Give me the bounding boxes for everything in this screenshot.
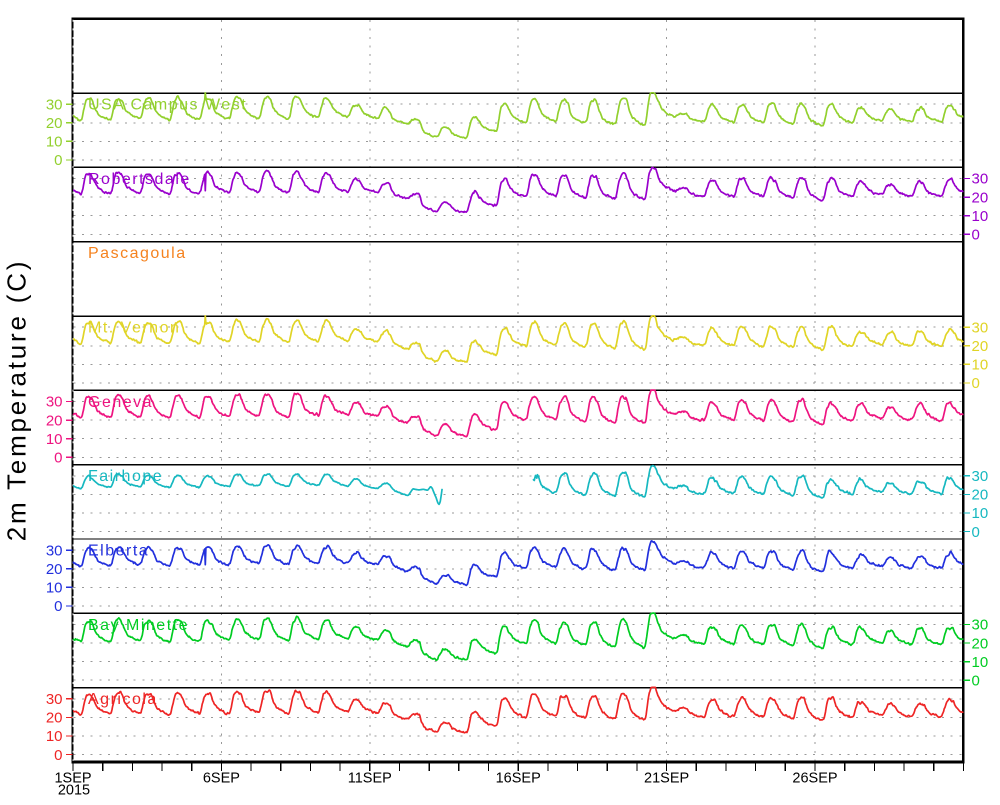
svg-text:30: 30: [972, 468, 989, 485]
svg-text:30: 30: [972, 171, 989, 188]
svg-text:10: 10: [46, 134, 63, 151]
svg-text:30: 30: [46, 394, 63, 411]
svg-text:20: 20: [46, 561, 63, 578]
svg-text:0: 0: [54, 450, 62, 467]
svg-text:20: 20: [972, 635, 989, 652]
svg-text:0: 0: [972, 672, 980, 689]
svg-text:USA Campus West: USA Campus West: [88, 97, 247, 114]
svg-text:30: 30: [46, 542, 63, 559]
svg-text:Mt. Vernon: Mt. Vernon: [88, 320, 180, 337]
svg-text:Geneva: Geneva: [88, 394, 153, 411]
svg-text:10: 10: [972, 208, 989, 225]
svg-text:20: 20: [972, 338, 989, 355]
svg-text:0: 0: [972, 227, 980, 244]
svg-text:Elberta: Elberta: [88, 543, 149, 560]
svg-text:0: 0: [972, 375, 980, 392]
svg-text:6SEP: 6SEP: [203, 771, 240, 787]
svg-text:20: 20: [972, 189, 989, 206]
svg-text:1SEP: 1SEP: [54, 771, 91, 787]
svg-text:2015: 2015: [58, 783, 90, 799]
svg-text:30: 30: [46, 691, 63, 708]
svg-text:26SEP: 26SEP: [792, 771, 837, 787]
svg-text:10: 10: [46, 728, 63, 745]
svg-text:30: 30: [972, 617, 989, 634]
svg-text:20: 20: [46, 412, 63, 429]
svg-text:Pascagoula: Pascagoula: [88, 245, 187, 262]
svg-text:10: 10: [46, 580, 63, 597]
svg-text:10: 10: [972, 505, 989, 522]
svg-text:Robertsdale: Robertsdale: [88, 171, 191, 188]
svg-text:10: 10: [972, 654, 989, 671]
svg-text:10: 10: [46, 431, 63, 448]
svg-text:20: 20: [972, 487, 989, 504]
svg-text:30: 30: [972, 319, 989, 336]
svg-text:10: 10: [972, 357, 989, 374]
svg-text:16SEP: 16SEP: [496, 771, 541, 787]
svg-text:0: 0: [54, 747, 62, 764]
svg-text:30: 30: [46, 96, 63, 113]
svg-text:0: 0: [54, 152, 62, 169]
svg-text:20: 20: [46, 710, 63, 727]
svg-text:Agricola: Agricola: [88, 691, 158, 708]
svg-text:20: 20: [46, 115, 63, 132]
svg-text:21SEP: 21SEP: [644, 771, 689, 787]
svg-text:11SEP: 11SEP: [348, 771, 392, 787]
svg-text:0: 0: [54, 598, 62, 615]
svg-text:0: 0: [972, 524, 980, 541]
svg-text:2m Temperature (C): 2m Temperature (C): [2, 259, 32, 542]
